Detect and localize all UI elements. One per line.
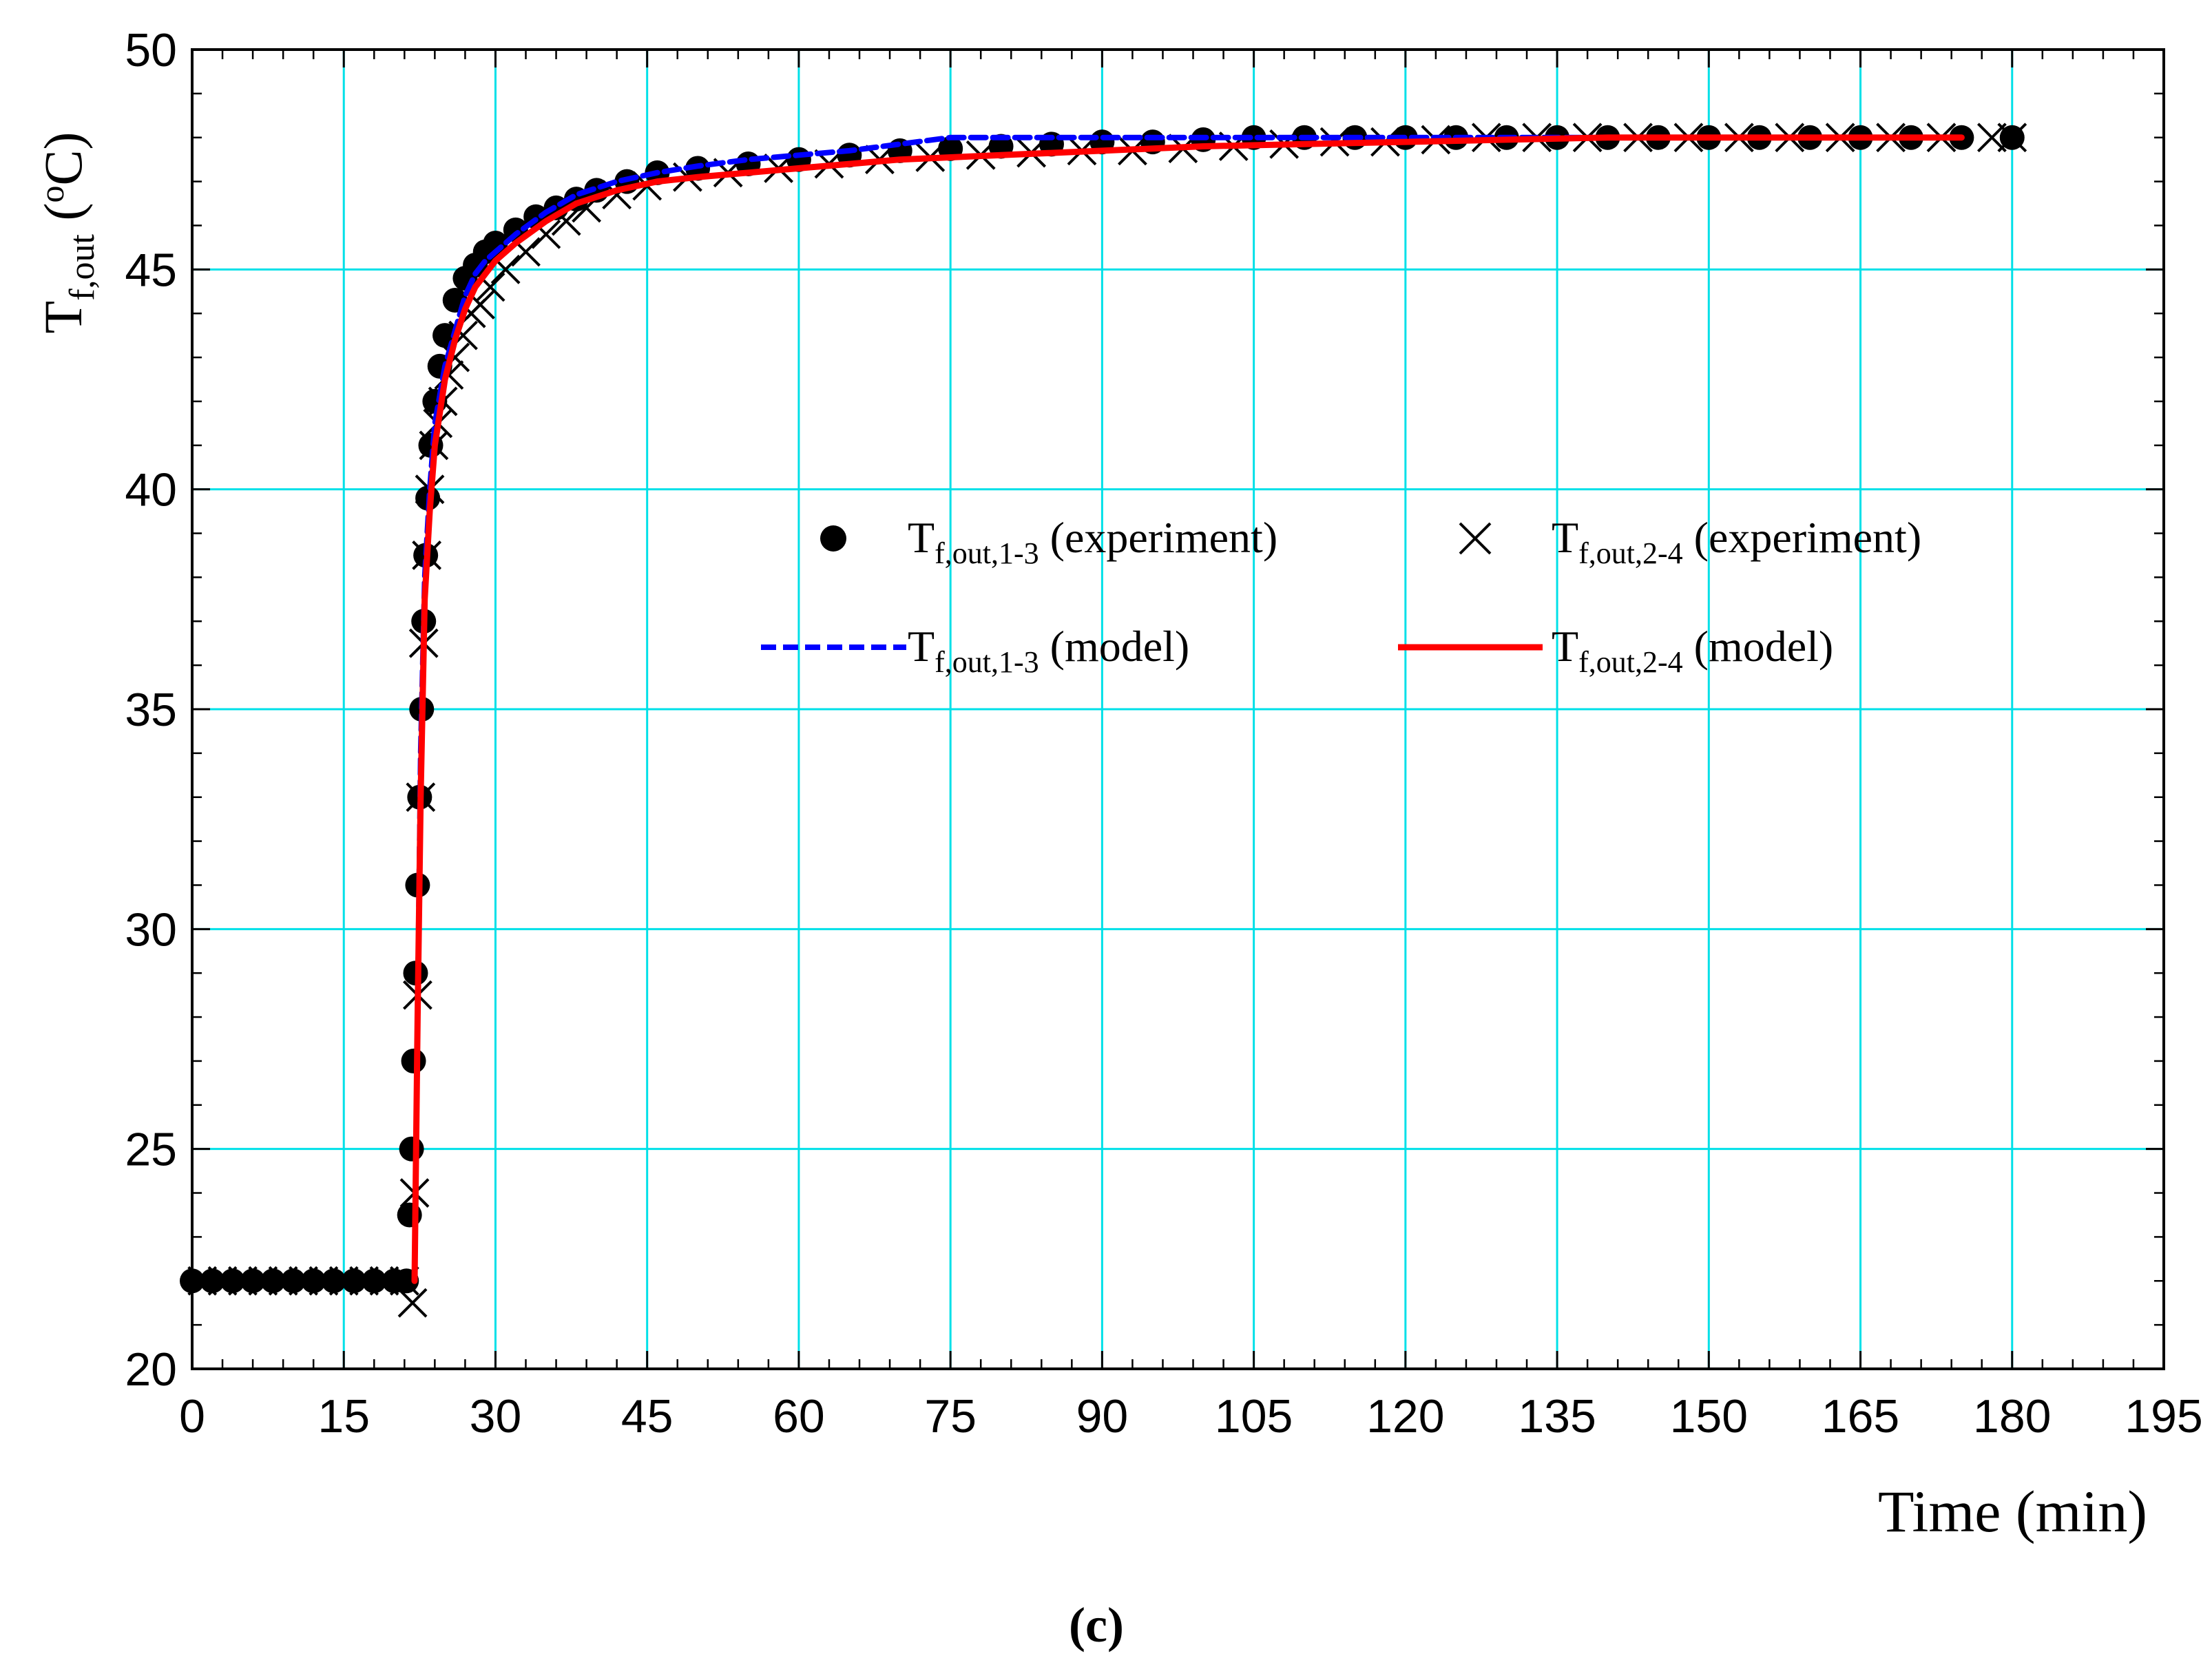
data-point-circle bbox=[260, 1268, 286, 1294]
data-point-circle bbox=[240, 1268, 266, 1294]
legend: Tf,out,1-3 (experiment) Tf,out,2-4 (expe… bbox=[761, 513, 1921, 679]
y-tick-label: 50 bbox=[125, 24, 177, 76]
data-point-circle bbox=[280, 1268, 306, 1294]
y-tick-label: 45 bbox=[125, 244, 177, 296]
data-point-circle bbox=[399, 1136, 424, 1162]
data-point-cross bbox=[1997, 123, 2027, 153]
data-point-circle bbox=[200, 1268, 225, 1294]
y-tick-label: 40 bbox=[125, 464, 177, 516]
y-tick-label: 35 bbox=[125, 684, 177, 736]
legend-label-exp-1-3: Tf,out,1-3 (experiment) bbox=[908, 513, 1277, 570]
legend-entry-model-2-4: Tf,out,2-4 (model) bbox=[1398, 622, 1833, 679]
x-tick-label: 135 bbox=[1518, 1390, 1596, 1443]
x-tick-label: 0 bbox=[179, 1390, 205, 1443]
data-point-circle bbox=[220, 1268, 245, 1294]
y-axis-label: Tf,out (oC) bbox=[32, 132, 102, 334]
x-tick-label: 30 bbox=[470, 1390, 522, 1443]
legend-marker-circle bbox=[820, 525, 846, 552]
x-tick-label: 180 bbox=[1973, 1390, 2051, 1443]
series-3-line bbox=[411, 134, 1965, 1284]
x-tick-label: 75 bbox=[924, 1390, 977, 1443]
legend-entry-exp-1-3: Tf,out,1-3 (experiment) bbox=[820, 513, 1277, 570]
x-tick-label: 90 bbox=[1076, 1390, 1129, 1443]
data-point-cross bbox=[397, 1288, 428, 1318]
data-point-circle bbox=[301, 1268, 326, 1294]
legend-label-model-2-4: Tf,out,2-4 (model) bbox=[1552, 622, 1833, 679]
legend-label-model-1-3: Tf,out,1-3 (model) bbox=[908, 622, 1189, 679]
ticks bbox=[191, 48, 2165, 1370]
grid bbox=[192, 50, 2164, 1369]
legend-label-exp-2-4: Tf,out,2-4 (experiment) bbox=[1552, 513, 1921, 570]
legend-marker-cross bbox=[1459, 522, 1492, 555]
x-tick-label: 120 bbox=[1366, 1390, 1444, 1443]
y-tick-label: 20 bbox=[125, 1343, 177, 1396]
tick-labels: 0 15 30 45 60 75 90 105 120 135 150 165 180 195 20 25 30… bbox=[125, 24, 2202, 1443]
x-tick-label: 105 bbox=[1215, 1390, 1293, 1443]
x-tick-label: 195 bbox=[2125, 1390, 2202, 1443]
data-point-circle bbox=[362, 1268, 387, 1294]
legend-entry-model-1-3: Tf,out,1-3 (model) bbox=[761, 622, 1189, 679]
data-point-circle bbox=[341, 1268, 366, 1294]
y-tick-label: 25 bbox=[125, 1124, 177, 1176]
legend-entry-exp-2-4: Tf,out,2-4 (experiment) bbox=[1459, 513, 1921, 570]
data-layer bbox=[180, 123, 2027, 1318]
panel-label: (c) bbox=[1069, 1597, 1124, 1653]
x-tick-label: 150 bbox=[1670, 1390, 1748, 1443]
x-tick-label: 165 bbox=[1822, 1390, 1899, 1443]
data-point-circle bbox=[401, 1048, 426, 1073]
x-tick-label: 45 bbox=[621, 1390, 674, 1443]
data-point-circle bbox=[321, 1268, 346, 1294]
x-axis-label: Time (min) bbox=[1878, 1478, 2147, 1544]
y-tick-label: 30 bbox=[125, 903, 177, 956]
x-tick-label: 15 bbox=[317, 1390, 370, 1443]
x-tick-label: 60 bbox=[773, 1390, 825, 1443]
